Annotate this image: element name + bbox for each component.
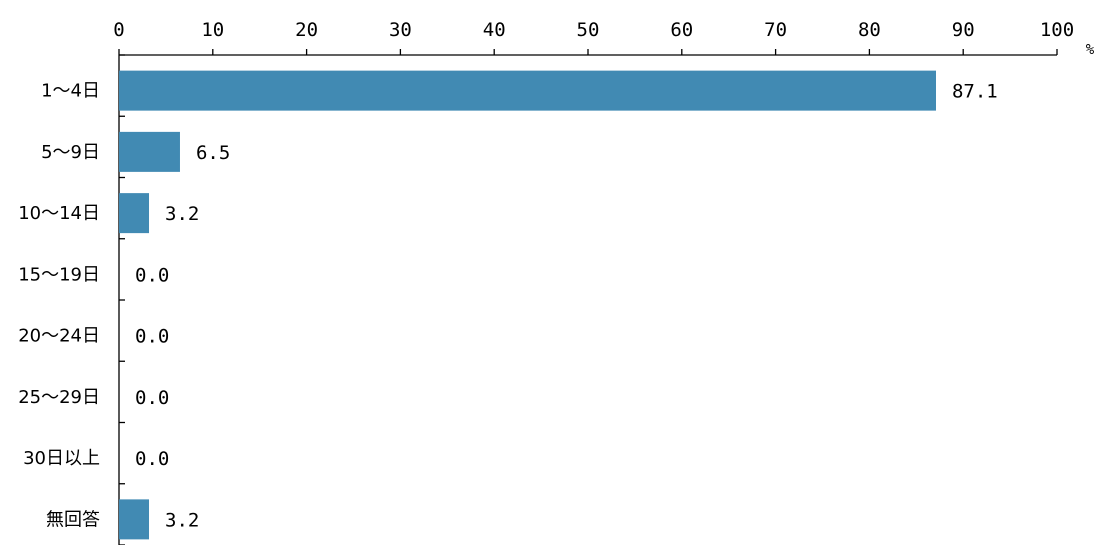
data-label: 87.1 — [952, 81, 998, 103]
x-tick-label: 100 — [1040, 19, 1074, 41]
data-label: 0.0 — [135, 387, 169, 409]
x-tick-label: 90 — [952, 19, 975, 41]
data-label: 3.2 — [165, 203, 199, 225]
x-tick-label: 50 — [577, 19, 600, 41]
bar-layer — [119, 70, 936, 540]
bar — [119, 499, 150, 540]
data-label: 0.0 — [135, 448, 169, 470]
category-label: 10～14日 — [18, 203, 100, 224]
category-label: 25～29日 — [18, 387, 100, 408]
data-label: 0.0 — [135, 326, 169, 348]
x-tick-label: 40 — [483, 19, 506, 41]
x-tick-label: 70 — [764, 19, 787, 41]
category-label: 5～9日 — [41, 142, 100, 163]
data-label: 0.0 — [135, 264, 169, 286]
category-label: 30日以上 — [23, 448, 100, 469]
bar — [119, 70, 936, 111]
category-label: 無回答 — [46, 509, 100, 530]
label-layer: 1～4日 87.1 5～9日 6.5 10～14日 3.2 15～19日 0.0 20～24日 0… — [18, 81, 998, 532]
data-label: 6.5 — [196, 142, 230, 164]
x-tick-label: 60 — [670, 19, 693, 41]
category-label: 20～24日 — [18, 326, 100, 347]
bar — [119, 131, 180, 172]
unit-label: % — [1086, 42, 1095, 58]
bar — [119, 193, 150, 234]
data-label: 3.2 — [165, 509, 199, 531]
x-tick-label: 20 — [295, 19, 318, 41]
category-label: 1～4日 — [41, 81, 100, 102]
x-tick-label: 10 — [201, 19, 224, 41]
category-label: 15～19日 — [18, 264, 100, 285]
x-tick-label: 30 — [389, 19, 412, 41]
axis-layer: 0 10 20 30 40 50 60 70 80 90 100% — [113, 19, 1095, 545]
x-tick-label: 80 — [858, 19, 881, 41]
x-tick-label: 0 — [113, 19, 124, 41]
